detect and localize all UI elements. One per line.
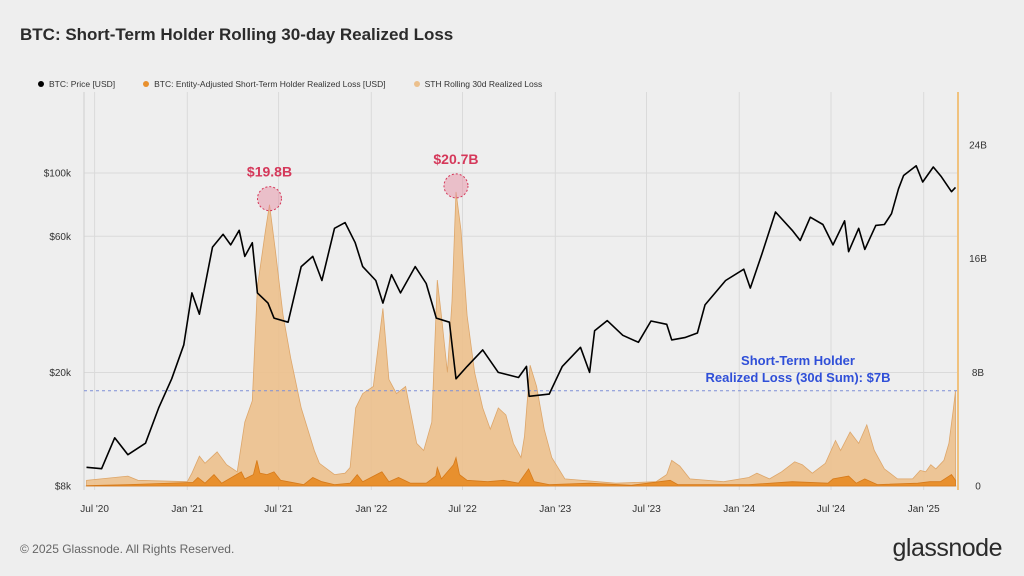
peak-marker-1 <box>443 173 469 199</box>
x-tick-label: Jan '21 <box>171 504 203 515</box>
right-axis-bar <box>957 92 959 490</box>
legend-label-entity-loss: BTC: Entity-Adjusted Short-Term Holder R… <box>154 79 386 89</box>
x-tick-label: Jul '23 <box>632 504 661 515</box>
copyright-footer: © 2025 Glassnode. All Rights Reserved. <box>20 542 235 556</box>
y-left-tick-label: $60k <box>49 232 72 243</box>
reference-annotation-line1: Short-Term Holder <box>741 353 855 368</box>
series-price-line <box>86 165 957 470</box>
y-right-tick-label: 24B <box>969 141 987 152</box>
x-tick-label: Jan '22 <box>355 504 387 515</box>
legend-item-price[interactable]: BTC: Price [USD] <box>38 79 115 89</box>
y-left-tick-label: $100k <box>44 169 72 180</box>
legend-dot-rolling-loss <box>413 81 420 87</box>
legend-dot-entity-loss <box>143 81 150 87</box>
peak-annotations: $19.8B $20.7B <box>247 151 479 212</box>
series-entity-loss-area <box>86 456 956 487</box>
y-right-tick-label: 0 <box>975 482 981 493</box>
legend-item-entity-loss[interactable]: BTC: Entity-Adjusted Short-Term Holder R… <box>143 79 386 89</box>
x-tick-label: Jul '24 <box>817 504 846 515</box>
x-tick-label: Jan '23 <box>539 504 571 515</box>
x-tick-label: Jul '20 <box>80 504 109 515</box>
legend-label-price: BTC: Price [USD] <box>49 79 116 89</box>
y-left-tick-label: $8k <box>55 482 72 493</box>
peak-label-1: $20.7B <box>433 151 478 167</box>
peak-label-0: $19.8B <box>247 164 292 180</box>
x-tick-label: Jan '25 <box>908 504 940 515</box>
x-axis-labels: Jul '20 Jan '21 Jul '21 Jan '22 Jul '22 Jan '… <box>80 504 940 515</box>
y-right-tick-label: 8B <box>972 368 985 379</box>
y-right-tick-label: 16B <box>969 254 987 265</box>
chart-title: BTC: Short-Term Holder Rolling 30-day Re… <box>20 25 454 44</box>
grid-lines <box>83 92 957 490</box>
legend-dot-price <box>38 81 44 87</box>
legend: BTC: Price [USD] BTC: Entity-Adjusted Sh… <box>38 79 542 89</box>
y-axis-right-labels: 0 8B 16B 24B <box>969 141 987 493</box>
x-tick-label: Jan '24 <box>723 504 755 515</box>
y-axis-left-labels: $8k $20k $60k $100k <box>44 169 72 493</box>
legend-label-rolling-loss: STH Rolling 30d Realized Loss <box>424 79 543 89</box>
reference-annotation-line2: Realized Loss (30d Sum): $7B <box>706 370 891 385</box>
y-left-tick-label: $20k <box>49 368 72 379</box>
glassnode-logo: glassnode <box>892 534 1003 562</box>
peak-marker-0 <box>256 186 282 212</box>
reference-annotation: Short-Term Holder Realized Loss (30d Sum)… <box>706 353 891 385</box>
x-tick-label: Jul '22 <box>448 504 477 515</box>
x-tick-label: Jul '21 <box>264 504 293 515</box>
series-rolling-loss-area <box>86 191 956 487</box>
legend-item-rolling-loss[interactable]: STH Rolling 30d Realized Loss <box>413 79 543 89</box>
